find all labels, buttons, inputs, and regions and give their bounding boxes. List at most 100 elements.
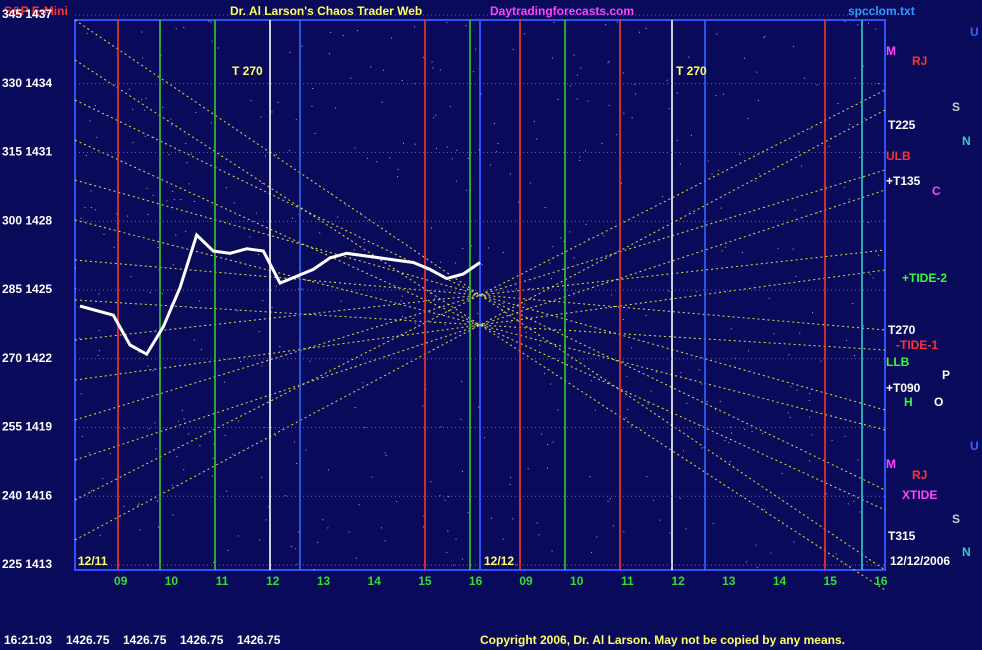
star xyxy=(225,187,227,189)
star xyxy=(547,444,549,446)
x-tick-label: 11 xyxy=(621,574,634,588)
star xyxy=(191,153,193,155)
x-tick-label: 13 xyxy=(722,574,736,588)
star xyxy=(268,506,270,508)
star xyxy=(576,98,578,100)
star xyxy=(862,325,864,327)
star xyxy=(289,51,291,53)
star xyxy=(645,314,647,316)
status-quote: 1426.75 xyxy=(66,633,110,647)
star xyxy=(79,337,81,339)
star xyxy=(172,264,174,266)
star xyxy=(451,158,453,160)
star xyxy=(679,497,681,499)
star xyxy=(866,561,868,563)
star xyxy=(715,95,717,97)
star xyxy=(787,412,789,414)
star xyxy=(446,551,448,553)
star xyxy=(825,493,827,495)
star xyxy=(875,28,877,30)
star xyxy=(261,182,263,184)
star xyxy=(144,135,146,137)
star xyxy=(494,122,496,124)
star xyxy=(764,35,766,37)
star xyxy=(502,538,504,540)
star xyxy=(123,506,125,508)
star xyxy=(130,275,132,277)
star xyxy=(724,439,726,441)
star xyxy=(433,117,435,119)
star xyxy=(141,99,143,101)
star xyxy=(330,193,332,195)
star xyxy=(277,101,279,103)
star xyxy=(701,447,703,449)
star xyxy=(312,87,314,89)
cycle-label: N xyxy=(962,134,971,148)
x-tick-label: 11 xyxy=(216,574,229,588)
star xyxy=(739,153,741,155)
star xyxy=(261,476,263,478)
star xyxy=(528,287,530,289)
star xyxy=(390,37,392,39)
star xyxy=(466,189,468,191)
star xyxy=(731,432,733,434)
cycle-diagonal xyxy=(74,59,886,591)
star xyxy=(730,426,732,428)
star xyxy=(676,92,678,94)
star xyxy=(342,35,344,37)
x-tick-label: 13 xyxy=(317,574,331,588)
star xyxy=(94,104,96,106)
star xyxy=(516,564,518,566)
star xyxy=(384,540,386,542)
star xyxy=(872,277,874,279)
star xyxy=(362,381,364,383)
star xyxy=(877,83,879,85)
star xyxy=(536,138,538,140)
star xyxy=(440,261,442,263)
star xyxy=(607,62,609,64)
star xyxy=(857,24,859,26)
star xyxy=(376,161,378,163)
star xyxy=(354,407,356,409)
star xyxy=(688,56,690,58)
star xyxy=(444,324,446,326)
star xyxy=(291,546,293,548)
status-time: 16:21:03 xyxy=(4,633,52,647)
star xyxy=(788,354,790,356)
star xyxy=(751,430,753,432)
star xyxy=(659,519,661,521)
cycle-label: O xyxy=(934,395,943,409)
star xyxy=(103,233,105,235)
star xyxy=(96,136,98,138)
star xyxy=(414,83,416,85)
star xyxy=(198,300,200,302)
star xyxy=(371,476,373,478)
star xyxy=(128,88,130,90)
star xyxy=(722,93,724,95)
x-tick-label: 09 xyxy=(114,574,128,588)
star xyxy=(878,254,880,256)
star xyxy=(288,150,290,152)
star xyxy=(145,97,147,99)
star xyxy=(587,100,589,102)
star xyxy=(232,453,234,455)
star xyxy=(126,215,128,217)
star xyxy=(309,360,311,362)
star xyxy=(178,420,180,422)
star xyxy=(853,500,855,502)
star xyxy=(431,61,433,63)
star xyxy=(573,257,575,259)
star xyxy=(596,536,598,538)
star xyxy=(358,504,360,506)
star xyxy=(487,247,489,249)
y-tick-label: 240 1416 xyxy=(2,488,52,502)
star xyxy=(730,328,732,330)
star xyxy=(440,426,442,428)
star xyxy=(489,164,491,166)
star xyxy=(322,519,324,521)
star xyxy=(432,67,434,69)
star xyxy=(227,549,229,551)
star xyxy=(193,339,195,341)
star xyxy=(258,331,260,333)
star xyxy=(237,535,239,537)
